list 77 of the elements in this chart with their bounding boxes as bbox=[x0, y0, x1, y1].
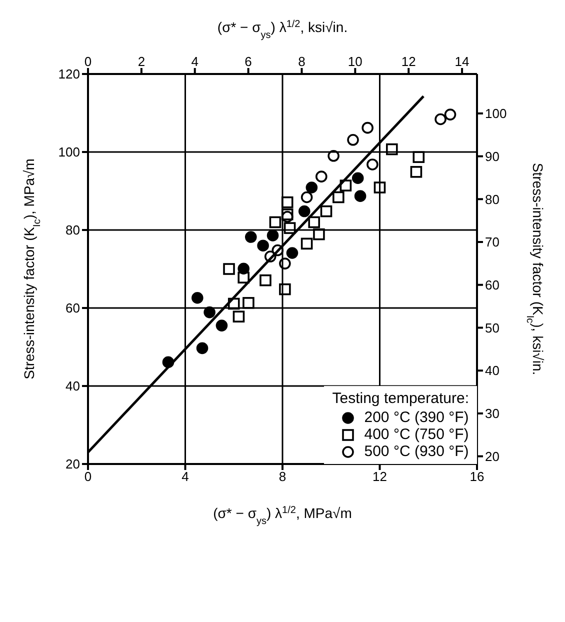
point bbox=[279, 258, 291, 270]
point bbox=[244, 231, 257, 243]
y2-tick-label: 50 bbox=[485, 320, 500, 336]
y2-tick-label: 70 bbox=[485, 234, 500, 250]
y2-tick-label: 60 bbox=[485, 277, 500, 292]
point bbox=[216, 320, 228, 332]
point bbox=[354, 190, 366, 202]
x2-tick-label: 12 bbox=[401, 54, 416, 69]
point bbox=[228, 298, 240, 310]
y-tick-label: 60 bbox=[66, 300, 80, 316]
y2-tick-label: 100 bbox=[485, 106, 507, 122]
point bbox=[347, 134, 359, 146]
point bbox=[279, 283, 291, 296]
point bbox=[232, 310, 245, 322]
y2-tick-label: 90 bbox=[485, 148, 500, 164]
x-tick-label: 0 bbox=[84, 469, 92, 484]
point bbox=[260, 274, 272, 286]
legend-label: 400 °C (750 °F) bbox=[364, 426, 469, 443]
x2-tick-label: 2 bbox=[138, 54, 146, 69]
point bbox=[266, 230, 279, 242]
x2-tick-label: 8 bbox=[298, 54, 306, 69]
x-axis-title: (σ* − σ$_{ys}$) λ$^{1/2}$, MPa√m bbox=[213, 504, 352, 526]
x2-axis-title: (σ* − σ$_{ys}$) λ$^{1/2}$, ksi√in. bbox=[217, 18, 348, 40]
point bbox=[328, 150, 340, 162]
point bbox=[320, 205, 332, 218]
x-tick-label: 4 bbox=[182, 469, 189, 484]
point bbox=[284, 222, 296, 234]
legend-title: Testing temperature: bbox=[332, 390, 469, 407]
point bbox=[362, 122, 374, 134]
point bbox=[204, 306, 216, 318]
point bbox=[257, 240, 269, 252]
point bbox=[366, 158, 378, 170]
x-tick-label: 12 bbox=[372, 469, 387, 484]
point bbox=[352, 172, 364, 184]
y-tick-label: 20 bbox=[66, 456, 80, 472]
point bbox=[298, 205, 310, 218]
point bbox=[313, 228, 325, 240]
x2-tick-label: 6 bbox=[244, 54, 252, 69]
y-tick-label: 120 bbox=[58, 66, 80, 82]
point bbox=[316, 170, 328, 182]
legend-label: 200 °C (390 °F) bbox=[364, 409, 469, 426]
point bbox=[332, 191, 344, 204]
point bbox=[444, 108, 456, 120]
point bbox=[308, 216, 320, 228]
point bbox=[281, 196, 294, 208]
y-tick-label: 40 bbox=[66, 378, 80, 394]
point bbox=[196, 342, 208, 354]
point bbox=[340, 180, 352, 192]
x2-tick-label: 0 bbox=[84, 54, 92, 69]
legend-label: 500 °C (930 °F) bbox=[364, 443, 469, 460]
point bbox=[300, 238, 313, 250]
y2-tick-label: 40 bbox=[485, 363, 500, 378]
point bbox=[306, 182, 318, 194]
x2-tick-label: 14 bbox=[454, 54, 470, 69]
x2-tick-label: 10 bbox=[348, 54, 362, 69]
point bbox=[434, 113, 446, 126]
y2-tick-label: 20 bbox=[485, 448, 500, 464]
x2-tick-label: 4 bbox=[191, 54, 198, 69]
x-tick-label: 16 bbox=[470, 469, 484, 484]
point bbox=[281, 208, 294, 220]
point bbox=[286, 247, 298, 259]
y2-tick-label: 30 bbox=[485, 406, 500, 422]
point bbox=[412, 151, 425, 163]
point bbox=[192, 292, 204, 304]
point bbox=[238, 272, 250, 284]
point bbox=[410, 166, 422, 178]
point bbox=[242, 297, 254, 309]
y-tick-label: 80 bbox=[66, 222, 80, 238]
point bbox=[223, 263, 235, 275]
point bbox=[264, 250, 276, 262]
point bbox=[374, 182, 386, 194]
y-tick-label: 100 bbox=[58, 144, 80, 160]
point bbox=[269, 216, 282, 228]
x-tick-label: 8 bbox=[278, 469, 286, 484]
y2-tick-label: 80 bbox=[485, 192, 500, 207]
point bbox=[300, 191, 313, 204]
point bbox=[386, 143, 398, 156]
